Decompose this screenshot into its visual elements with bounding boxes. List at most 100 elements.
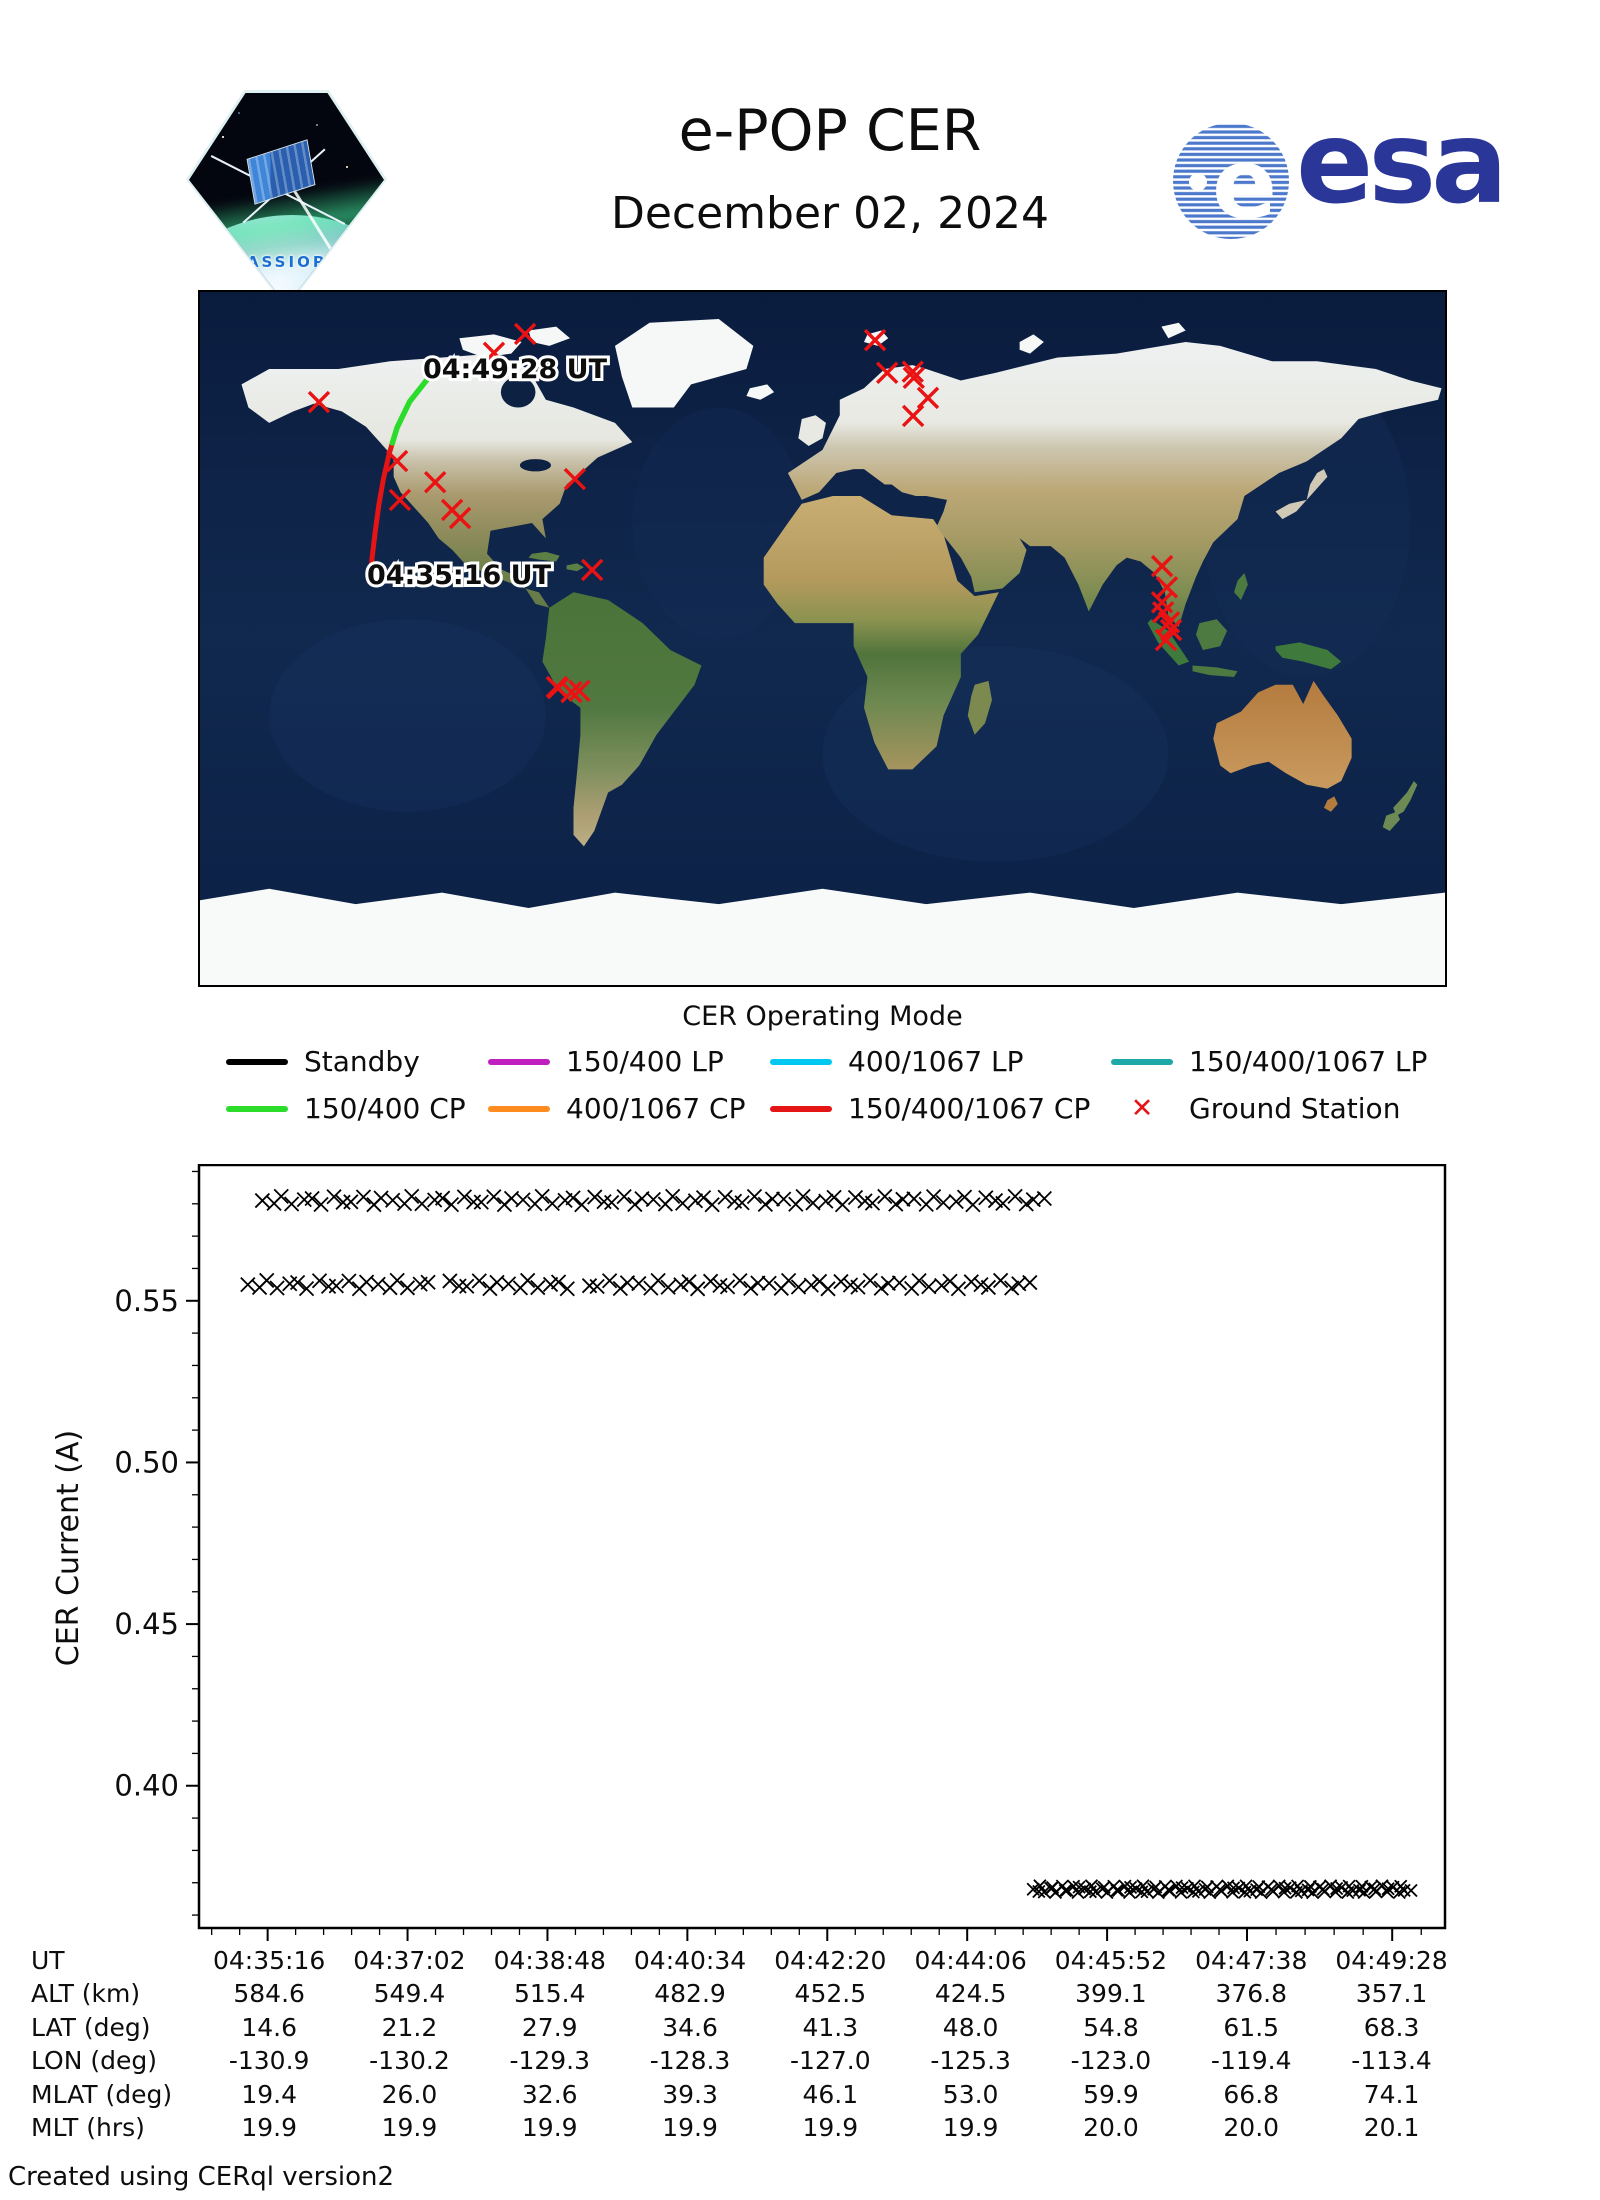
data-point-x-marker [326,1189,342,1205]
data-point-x-marker [1111,1883,1126,1898]
data-point-x-marker [604,1194,620,1211]
data-point-x-marker [471,1273,487,1289]
table-cell: 04:40:34 [633,1946,747,1975]
table-cell: -130.2 [369,2046,450,2076]
ground-station-markers [307,322,1183,704]
table-row-label: UT [31,1946,65,1975]
table-cell: 74.1 [1363,2079,1420,2109]
data-point-x-marker [790,1279,807,1295]
table-cell: -125.3 [930,2046,1011,2076]
table-cell: 584.6 [233,1979,305,2009]
data-point-x-marker [473,1194,489,1210]
data-point-x-marker [877,1188,893,1205]
data-point-x-marker [650,1272,666,1289]
esa-globe-icon: e [1173,123,1289,240]
ground-station-marker [423,470,447,494]
legend-item: 150/400/1067 CP [770,1085,1111,1132]
data-point-x-marker [631,1275,647,1292]
data-point-x-marker [805,1195,821,1211]
table-cell: 04:42:20 [774,1946,887,1975]
table-cell: 19.9 [662,2112,718,2142]
data-point-x-marker [1163,1884,1177,1898]
data-point-x-marker [1352,1883,1367,1897]
table-cell: 68.3 [1363,2012,1420,2042]
data-point-x-marker [1084,1879,1099,1893]
table-cell: -130.9 [228,2046,310,2076]
data-point-x-marker [850,1279,866,1295]
data-point-x-marker [320,1278,337,1295]
table-cell: 27.9 [521,2012,578,2042]
data-point-x-marker [1175,1881,1189,1895]
data-point-x-marker [1018,1196,1034,1212]
data-point-x-marker [544,1195,560,1212]
ground-station-marker [902,366,926,390]
data-point-x-marker [695,1189,712,1206]
ground-station-marker [563,467,587,491]
ground-station-marker [513,322,537,346]
table-cell: 20.0 [1223,2112,1280,2142]
table-row-label: MLT (hrs) [31,2112,145,2142]
table-row-label: LAT (deg) [31,2012,151,2042]
data-point-x-marker [1187,1879,1202,1893]
data-point-x-marker [385,1192,401,1208]
data-point-x-marker [355,1189,372,1205]
data-point-x-marker [1037,1885,1051,1899]
ground-station-marker [1155,576,1179,599]
page-title: e-POP CER [678,98,982,164]
table-cell: -129.3 [509,2046,591,2076]
data-point-x-marker [1397,1883,1411,1897]
legend-line-swatch [488,1105,550,1112]
data-point-x-marker [1088,1885,1103,1899]
legend-line-swatch [770,1058,832,1065]
legend-item: ✕ Ground Station [1111,1085,1486,1132]
legend-item: Standby [226,1038,488,1085]
data-point-x-marker [283,1196,300,1212]
table-cell: 04:45:52 [1054,1946,1168,1975]
data-point-x-marker [761,1275,777,1291]
data-point-x-marker [240,1276,256,1293]
table-cell: 04:38:48 [493,1946,606,1975]
data-point-x-marker [269,1280,285,1296]
data-point-x-marker [1404,1883,1418,1898]
data-point-x-marker [906,1191,922,1207]
table-cell: 61.5 [1223,2012,1280,2042]
ground-station-marker [560,680,583,704]
legend-item: 150/400 CP [226,1085,488,1132]
data-point-x-marker [921,1279,937,1295]
data-point-x-marker [1136,1879,1150,1893]
data-point-x-marker [995,1195,1011,1212]
table-cell: -119.4 [1210,2046,1292,2076]
data-point-x-marker [746,1188,763,1205]
legend-item-label: 150/400 LP [566,1045,724,1078]
satellite-track-150-400-1067-cp [367,440,395,585]
data-point-x-marker [389,1272,405,1289]
table-cell: 14.6 [241,2012,297,2042]
ground-station-marker [580,558,604,582]
data-point-x-marker [311,1273,328,1289]
table-cell: 19.9 [521,2112,578,2142]
table-row-label: ALT (km) [31,1979,141,2009]
table-cell: 41.3 [802,2012,859,2042]
legend-item-label: 400/1067 LP [848,1045,1024,1078]
data-point-x-marker [328,1278,344,1294]
world-map: 04:49:28 UT 04:35:16 UT [198,290,1447,987]
legend-line-swatch [770,1105,832,1112]
data-point-x-marker [1066,1879,1081,1893]
data-point-x-marker [434,1190,451,1206]
data-point-x-marker [530,1279,546,1296]
table-cell: 376.8 [1215,1979,1288,2009]
ground-station-marker [1150,554,1174,578]
data-point-x-marker [399,1280,416,1296]
data-point-x-marker [963,1274,979,1290]
table-cell: 19.9 [381,2112,438,2142]
data-point-x-marker [574,1197,590,1213]
data-point-x-marker [719,1279,736,1295]
patch-label: CASSIOPE [232,253,341,271]
cer-mode-legend: Standby 150/400 LP 400/1067 LP 150/400/1067… [226,1038,1486,1132]
data-point-x-marker [776,1191,792,1207]
data-point-x-marker [500,1276,517,1292]
table-cell: 54.8 [1083,2012,1139,2042]
table-cell: 424.5 [934,1979,1007,2009]
data-point-x-marker [948,1193,964,1210]
data-point-x-marker [880,1275,896,1292]
